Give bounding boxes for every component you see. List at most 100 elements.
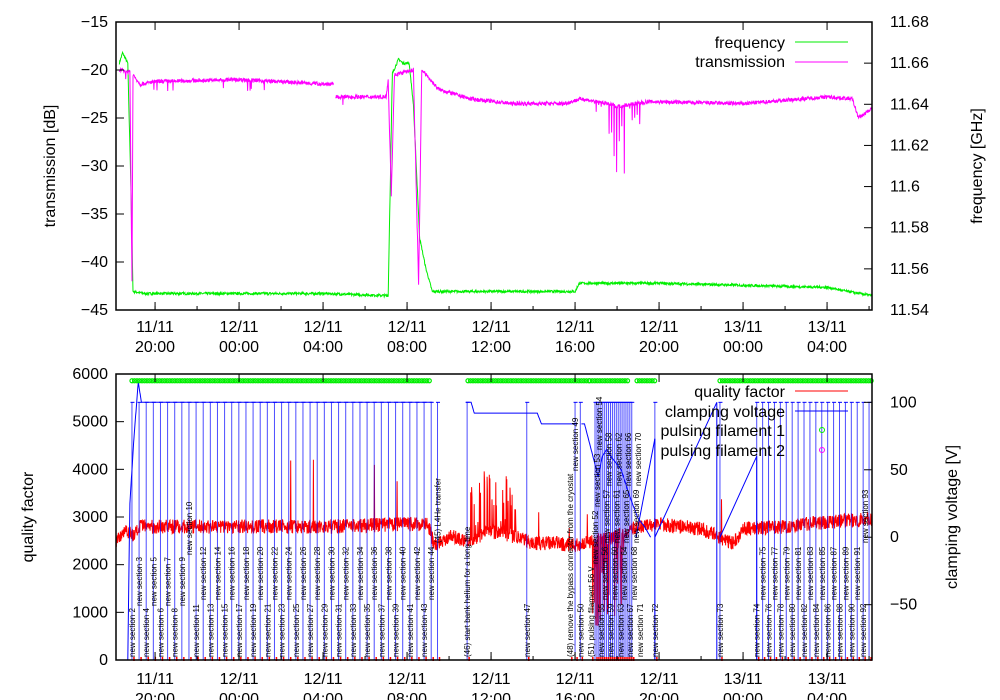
- pulsing-filament-1-point: [391, 378, 397, 384]
- pulsing-filament-1-point: [752, 378, 758, 384]
- pulsing-filament-1-point: [351, 378, 357, 384]
- section-annotation: new section 90: [847, 603, 856, 657]
- pulsing-filament-1-point: [818, 378, 824, 384]
- x-tick-label-date: 12/11: [388, 319, 427, 336]
- pulsing-filament-1-point: [179, 378, 185, 384]
- section-annotation: new section 76: [765, 603, 774, 657]
- section-annotation: new section 28: [313, 546, 322, 600]
- pulsing-filament-1-point: [475, 378, 481, 384]
- pulsing-filament-1-point: [820, 378, 826, 384]
- top-series-layer: [118, 50, 873, 299]
- x-tick-label-time: 04:00: [807, 691, 847, 700]
- pulsing-filament-1-point: [227, 378, 233, 384]
- pulsing-filament-1-point: [777, 378, 784, 384]
- pulsing-filament-1-point: [500, 378, 506, 384]
- x-tick-label-date: 12/11: [304, 671, 343, 688]
- pulsing-filament-1-point: [467, 378, 474, 384]
- pulsing-filament-1-point: [136, 378, 143, 384]
- y2-tick-label: 100: [890, 394, 917, 411]
- x-tick-label-date: 12/11: [472, 319, 511, 336]
- pulsing-filament-1-point: [212, 378, 218, 384]
- pulsing-filament-1-point: [808, 378, 814, 384]
- section-annotation: new section 43: [420, 603, 429, 657]
- legend-quality-factor-label: quality factor: [694, 384, 785, 401]
- pulsing-filament-1-point: [217, 378, 223, 384]
- section-annotation: new section 47: [523, 603, 532, 657]
- pulsing-filament-1-point: [795, 378, 801, 384]
- pulsing-filament-1-point: [346, 378, 352, 384]
- section-annotation: new section 30: [328, 546, 337, 600]
- pulsing-filament-1-point: [535, 378, 542, 384]
- pulsing-filament-1-point: [813, 378, 819, 384]
- pulsing-filament-1-point: [245, 378, 251, 384]
- pulsing-filament-1-point: [780, 378, 786, 384]
- section-annotation: new section 58: [605, 432, 614, 486]
- pulsing-filament-1-point: [323, 378, 329, 384]
- y2-tick-label: 11.68: [890, 14, 929, 31]
- section-annotation: new section 14: [214, 546, 223, 600]
- pulsing-filament-1-point: [853, 378, 859, 384]
- pulsing-filament-1-point: [647, 378, 653, 384]
- section-annotation: new section 44: [427, 546, 436, 600]
- annotation-layer: new section 2 new section 3 new section 4 n…: [128, 396, 870, 657]
- x-tick-label-date: 12/11: [220, 319, 259, 336]
- pulsing-filament-1-point: [257, 378, 264, 384]
- section-annotation: new section 11: [192, 604, 201, 657]
- section-annotation: new section 24: [285, 546, 294, 600]
- pulsing-filament-1-point: [376, 378, 382, 384]
- pulsing-filament-1-point: [622, 378, 628, 384]
- pulsing-filament-1-point: [139, 378, 145, 384]
- pulsing-filament-1-point: [775, 378, 781, 384]
- section-annotation: new section 38: [385, 546, 394, 600]
- pulsing-filament-1-point: [505, 378, 511, 384]
- quality-factor-line: [115, 459, 873, 626]
- y2-tick-label: −50: [890, 597, 917, 614]
- pulsing-filament-1-point: [734, 378, 741, 384]
- pulsing-filament-1-point: [757, 378, 763, 384]
- pulsing-filament-1-point: [545, 378, 552, 384]
- pulsing-filament-1-point: [498, 378, 504, 384]
- section-annotation: new section 89: [841, 546, 850, 600]
- x-tick-label-date: 12/11: [304, 319, 343, 336]
- pulsing-filament-1-point: [310, 378, 316, 384]
- legend-pulsing-filament-2-marker: [819, 447, 825, 453]
- section-annotation: new section 87: [830, 546, 839, 600]
- pulsing-filament-1-point: [652, 378, 658, 384]
- section-annotation: (48) remove the bypass connector from th…: [566, 473, 575, 657]
- pulsing-filament-1-point: [719, 378, 726, 384]
- pulsing-filament-1-point: [210, 378, 216, 384]
- pulsing-filament-1-point: [388, 378, 395, 384]
- x-tick-label-time: 12:00: [471, 691, 511, 700]
- y2-tick-label: 11.6: [890, 179, 920, 196]
- pulsing-filament-1-point: [587, 378, 593, 384]
- pulsing-filament-1-point: [533, 378, 539, 384]
- pulsing-filament-1-point: [866, 378, 872, 384]
- x-tick-label-date: 12/11: [556, 671, 595, 688]
- pulsing-filament-1-point: [353, 378, 359, 384]
- section-annotation: new section 13: [206, 603, 215, 657]
- pulsing-filament-1-point: [863, 378, 869, 384]
- section-annotation: new section 84: [812, 603, 821, 657]
- pulsing-filament-1-point: [830, 378, 836, 384]
- pulsing-filament-1-point: [225, 378, 231, 384]
- pulsing-filament-1-point: [810, 378, 816, 384]
- pulsing-filament-1-point: [573, 378, 579, 384]
- section-annotation: new section 4: [142, 608, 151, 657]
- section-annotation: new section 2: [128, 608, 137, 657]
- pulsing-filament-1-point: [737, 378, 743, 384]
- pulsing-filament-1-point: [204, 378, 211, 384]
- section-annotation: new section 69: [632, 489, 641, 543]
- top-legend: frequency transmission: [695, 35, 848, 71]
- section-annotation: new section 3: [135, 557, 144, 606]
- pulsing-filament-1-point: [313, 378, 319, 384]
- x-tick-label-time: 04:00: [807, 339, 847, 356]
- pulsing-filament-1-point: [373, 378, 379, 384]
- section-annotation: new section 75: [759, 546, 768, 600]
- pulsing-filament-1-point: [421, 378, 427, 384]
- frequency-line: [118, 50, 873, 299]
- clamping-voltage-ramp: [719, 456, 758, 538]
- pulsing-filament-1-point: [792, 378, 799, 384]
- pulsing-filament-1-point: [835, 378, 842, 384]
- top-ylabel: transmission [dB]: [42, 105, 59, 228]
